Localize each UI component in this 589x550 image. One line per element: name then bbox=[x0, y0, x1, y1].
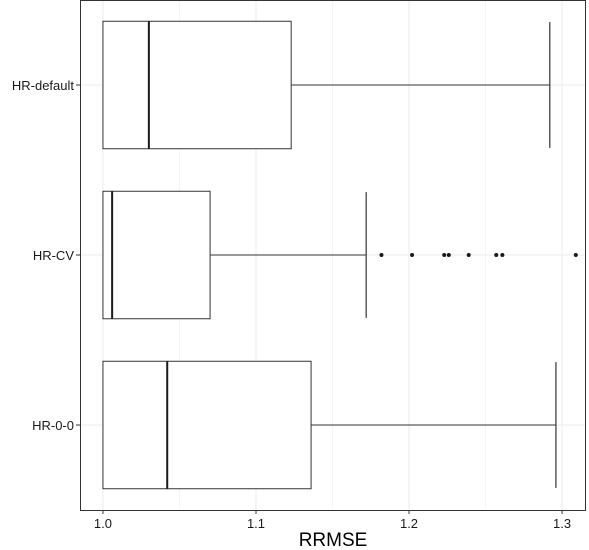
outliers-layer bbox=[379, 253, 578, 257]
y-category-label: HR-0-0 bbox=[32, 418, 74, 433]
y-category-label: HR-CV bbox=[33, 248, 74, 263]
box-iqr bbox=[102, 360, 312, 490]
outlier-point bbox=[466, 253, 471, 257]
outlier-point bbox=[379, 253, 384, 257]
outlier-point bbox=[500, 253, 505, 257]
x-tick-label: 1.2 bbox=[400, 516, 418, 531]
boxes-layer bbox=[102, 20, 557, 490]
outlier-point bbox=[573, 253, 578, 257]
box-iqr bbox=[102, 190, 211, 320]
outlier-point bbox=[442, 253, 447, 257]
box-iqr bbox=[102, 20, 292, 150]
panel-border bbox=[80, 0, 586, 511]
x-tick-label: 1.1 bbox=[247, 516, 265, 531]
x-tick-label: 1.3 bbox=[553, 516, 571, 531]
x-tick-label: 1.0 bbox=[94, 516, 112, 531]
axes-layer: 1.0 1.1 1.2 1.3 HR-default HR-CV HR-0-0 bbox=[12, 78, 571, 531]
outlier-point bbox=[446, 253, 451, 257]
y-category-label: HR-default bbox=[12, 78, 75, 93]
outlier-point bbox=[494, 253, 499, 257]
x-axis-title: RRMSE bbox=[299, 530, 368, 550]
outlier-point bbox=[410, 253, 415, 257]
